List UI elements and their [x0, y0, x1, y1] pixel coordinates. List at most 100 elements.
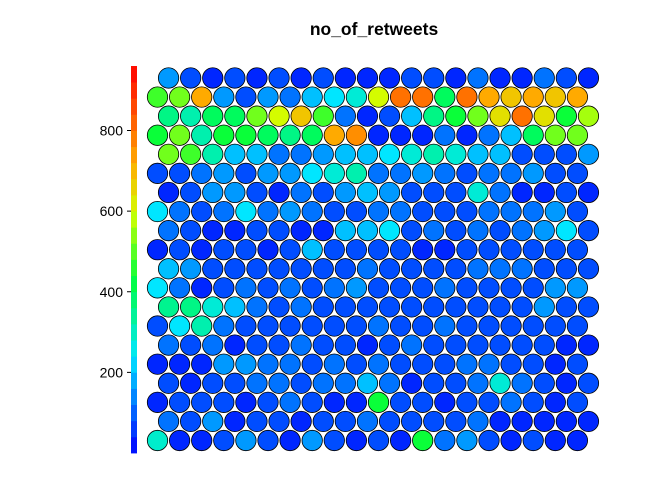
som-cell [235, 429, 257, 452]
legend-color-segment [131, 98, 137, 115]
som-cell [279, 162, 301, 184]
som-cell [467, 67, 489, 89]
som-cell [191, 200, 213, 223]
som-cell [257, 277, 279, 299]
som-cell [378, 143, 401, 165]
som-cell [301, 200, 323, 223]
som-cell [367, 277, 390, 299]
som-cell [389, 239, 412, 261]
som-cell [378, 372, 401, 394]
som-cell [533, 143, 555, 165]
som-cell [356, 410, 379, 433]
som-cell [146, 124, 169, 146]
som-cell [180, 296, 202, 318]
som-cell [544, 239, 566, 261]
som-cell [434, 353, 456, 375]
som-cell [445, 334, 467, 356]
legend-color-segment [131, 66, 137, 83]
som-cell [180, 334, 202, 356]
som-cell [213, 124, 235, 146]
som-cell [191, 277, 213, 299]
som-cell [356, 258, 379, 280]
som-cell [268, 296, 290, 318]
som-cell [290, 181, 312, 204]
som-cell [389, 162, 412, 184]
som-cell [169, 277, 191, 299]
som-cell [555, 296, 577, 318]
som-cell [500, 162, 522, 184]
som-cell [279, 277, 301, 299]
som-cell [312, 334, 334, 356]
som-cell [290, 67, 312, 89]
som-cell [401, 334, 423, 356]
som-cell [169, 200, 191, 223]
som-cell [180, 220, 202, 242]
som-cell [566, 239, 589, 261]
som-cell [511, 67, 533, 89]
som-cell [367, 162, 390, 184]
som-cell [389, 277, 412, 299]
som-cell [191, 429, 213, 452]
som-cell [511, 372, 533, 394]
som-cell [467, 220, 489, 242]
som-cell [577, 296, 600, 318]
som-cell [345, 277, 367, 299]
som-cell [478, 239, 500, 261]
som-cell [401, 143, 423, 165]
som-cell [290, 258, 312, 280]
som-cell [191, 391, 213, 413]
som-cell [544, 391, 566, 413]
som-cell [489, 220, 511, 242]
som-cell [533, 296, 555, 318]
som-cell [356, 181, 379, 204]
legend-tick-label: 400 [100, 284, 124, 300]
legend-color-segment [131, 340, 137, 357]
som-cell [157, 181, 180, 204]
som-cell [445, 258, 467, 280]
som-cell [412, 391, 434, 413]
som-cell [566, 162, 589, 184]
som-cell [257, 86, 279, 108]
som-cell [489, 258, 511, 280]
som-cell [202, 258, 224, 280]
som-cell [456, 429, 478, 452]
som-cell [522, 277, 544, 299]
som-cell [257, 315, 279, 337]
som-cell [202, 67, 224, 89]
som-cell [577, 67, 600, 89]
som-cell [511, 258, 533, 280]
som-cell [146, 277, 169, 299]
som-cell [345, 124, 367, 146]
som-cells [146, 67, 600, 452]
som-cell [423, 181, 445, 204]
som-cell [246, 258, 268, 280]
som-cell [268, 410, 290, 433]
som-cell [478, 162, 500, 184]
som-cell [389, 353, 412, 375]
som-cell [412, 162, 434, 184]
som-cell [367, 353, 390, 375]
som-cell [345, 239, 367, 261]
som-cell [246, 334, 268, 356]
som-cell [323, 353, 345, 375]
som-cell [522, 162, 544, 184]
som-cell [257, 239, 279, 261]
som-cell [467, 372, 489, 394]
som-cell [500, 429, 522, 452]
som-cell [555, 334, 577, 356]
som-cell [323, 162, 345, 184]
som-cell [323, 391, 345, 413]
som-cell [202, 220, 224, 242]
som-cell [434, 239, 456, 261]
som-cell [235, 124, 257, 146]
legend-color-segment [131, 162, 137, 180]
som-cell [467, 181, 489, 204]
som-cell [533, 334, 555, 356]
som-cell [456, 162, 478, 184]
som-cell [235, 239, 257, 261]
som-cell [301, 277, 323, 299]
som-cell [157, 220, 180, 242]
som-cell [489, 67, 511, 89]
som-cell [367, 124, 390, 146]
som-cell [312, 258, 334, 280]
